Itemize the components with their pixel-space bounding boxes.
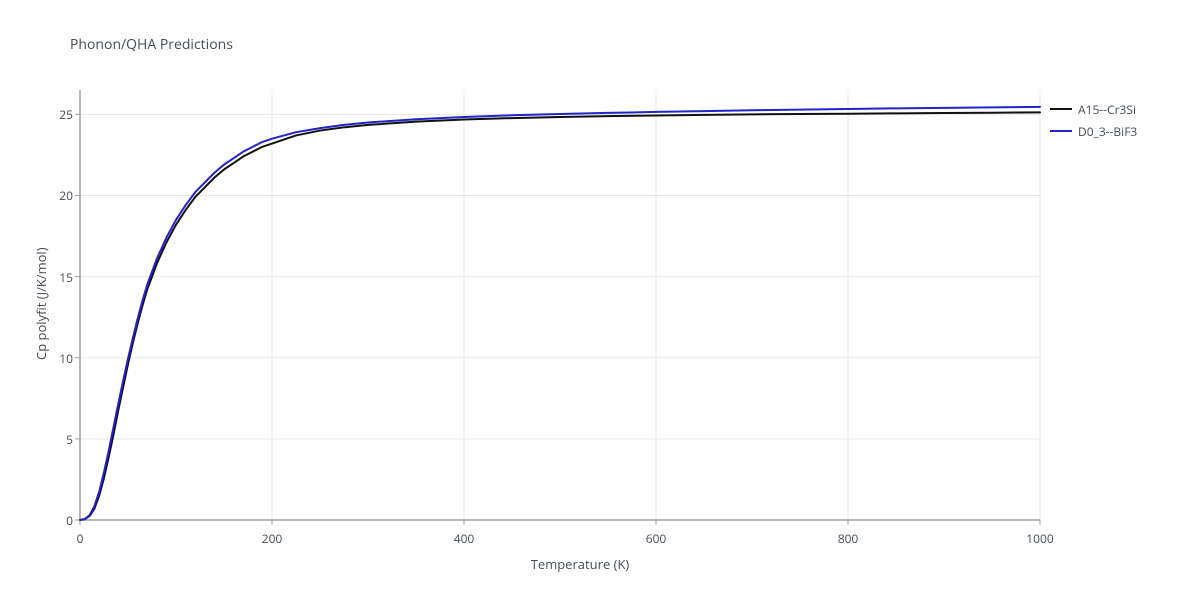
y-tick-label: 20 — [45, 187, 73, 204]
legend: A15--Cr3Si D0_3--BiF3 — [1050, 100, 1137, 144]
y-tick-label: 5 — [45, 431, 73, 448]
y-tick-label: 25 — [45, 106, 73, 123]
legend-swatch — [1050, 130, 1072, 132]
legend-item: A15--Cr3Si — [1050, 100, 1137, 118]
x-tick-label: 600 — [641, 530, 671, 547]
x-tick-label: 400 — [449, 530, 479, 547]
chart-plot-area — [0, 0, 1200, 600]
y-tick-label: 0 — [45, 512, 73, 529]
legend-label: D0_3--BiF3 — [1078, 123, 1137, 140]
x-tick-label: 1000 — [1025, 530, 1055, 547]
x-tick-label: 800 — [833, 530, 863, 547]
legend-swatch — [1050, 108, 1072, 110]
y-tick-label: 10 — [45, 350, 73, 367]
x-tick-label: 0 — [65, 530, 95, 547]
y-tick-label: 15 — [45, 269, 73, 286]
series-line-0 — [80, 112, 1040, 520]
x-tick-label: 200 — [257, 530, 287, 547]
legend-item: D0_3--BiF3 — [1050, 122, 1137, 140]
chart-container: Phonon/QHA Predictions Cp polyfit (J/K/m… — [0, 0, 1200, 600]
legend-label: A15--Cr3Si — [1078, 101, 1136, 118]
